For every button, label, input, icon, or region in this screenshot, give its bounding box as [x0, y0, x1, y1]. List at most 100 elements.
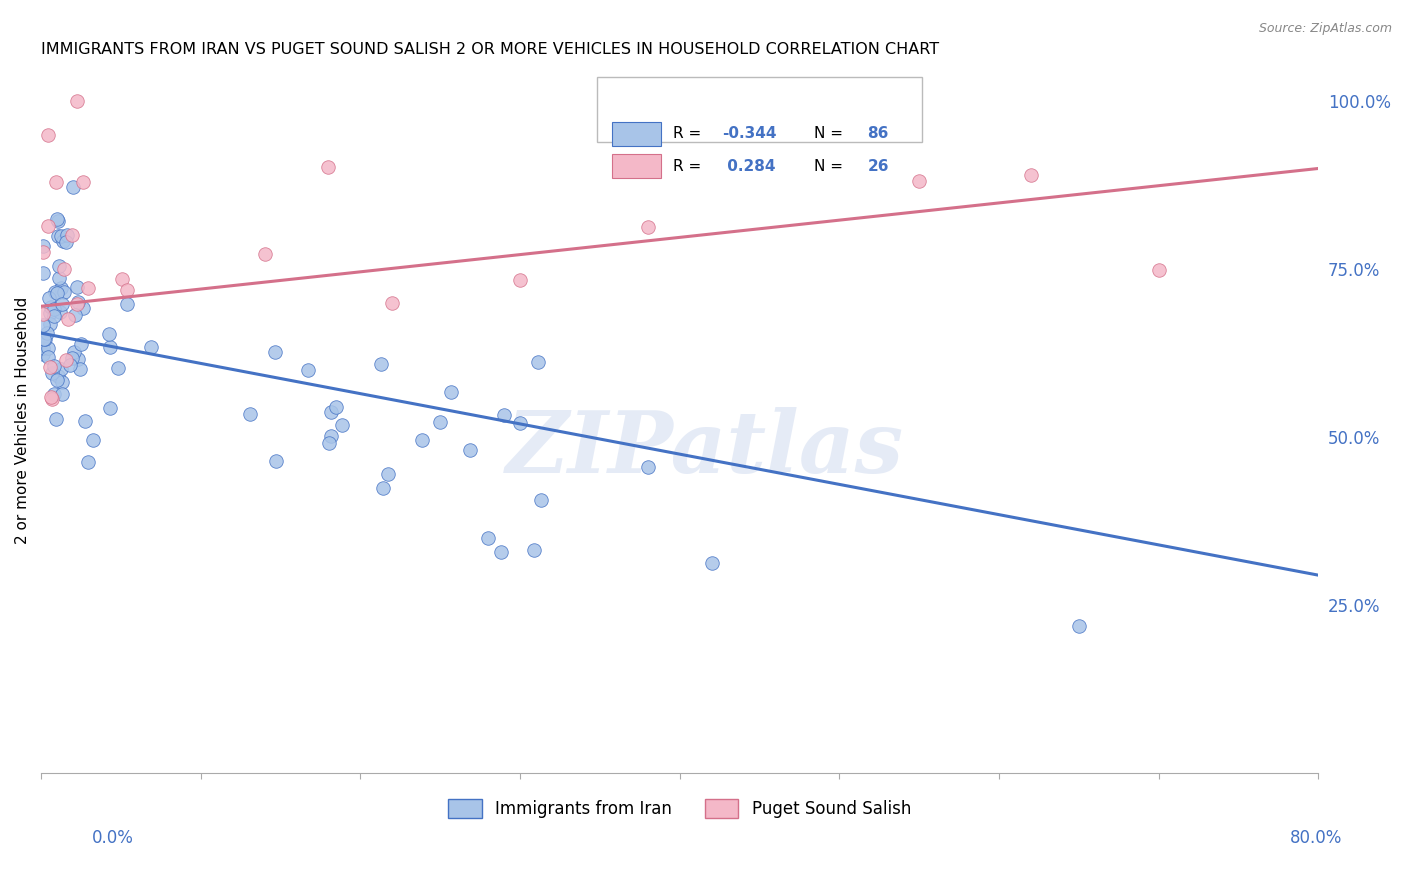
Text: 0.0%: 0.0%	[91, 829, 134, 847]
Text: IMMIGRANTS FROM IRAN VS PUGET SOUND SALISH 2 OR MORE VEHICLES IN HOUSEHOLD CORRE: IMMIGRANTS FROM IRAN VS PUGET SOUND SALI…	[41, 42, 939, 57]
Point	[263, 345, 285, 359]
Point	[458, 443, 481, 458]
Point	[38, 360, 60, 375]
Point	[35, 326, 58, 340]
Point	[48, 259, 70, 273]
Point	[62, 345, 84, 359]
Point	[51, 376, 73, 390]
Point	[908, 174, 931, 188]
Point	[700, 557, 723, 571]
Point	[45, 175, 67, 189]
Point	[55, 352, 77, 367]
Point	[44, 386, 66, 401]
Point	[411, 434, 433, 448]
Point	[44, 302, 66, 317]
Point	[59, 358, 82, 372]
Point	[637, 220, 659, 235]
Point	[41, 392, 63, 406]
Point	[66, 95, 89, 109]
Point	[65, 308, 87, 322]
Point	[31, 307, 53, 321]
Point	[37, 219, 59, 233]
Text: R =: R =	[673, 126, 706, 141]
Point	[31, 244, 53, 259]
Point	[111, 272, 134, 286]
Point	[477, 532, 499, 546]
Point	[39, 300, 62, 314]
Point	[321, 405, 343, 419]
Point	[373, 481, 395, 495]
Point	[60, 227, 83, 242]
Point	[31, 239, 53, 253]
Point	[52, 234, 75, 248]
Point	[41, 391, 63, 405]
Point	[31, 318, 53, 332]
Point	[32, 267, 55, 281]
Point	[509, 416, 531, 430]
Point	[66, 295, 89, 310]
Point	[32, 347, 55, 361]
Point	[429, 415, 451, 429]
Point	[492, 408, 515, 422]
Point	[48, 271, 70, 285]
Point	[45, 286, 67, 301]
Point	[62, 180, 84, 194]
Point	[82, 433, 104, 447]
Point	[39, 318, 62, 332]
FancyBboxPatch shape	[612, 154, 661, 178]
Text: N =: N =	[814, 126, 848, 141]
Point	[72, 301, 94, 316]
FancyBboxPatch shape	[596, 77, 922, 142]
Point	[37, 351, 59, 365]
Point	[321, 429, 343, 443]
Point	[637, 460, 659, 475]
Point	[73, 414, 96, 428]
Text: N =: N =	[814, 159, 848, 174]
Point	[297, 362, 319, 376]
Point	[65, 280, 87, 294]
Point	[52, 285, 75, 299]
Point	[530, 493, 553, 508]
Point	[60, 351, 83, 366]
Point	[37, 128, 59, 142]
Point	[67, 352, 90, 367]
Point	[52, 262, 75, 277]
Text: R =: R =	[673, 159, 706, 174]
Point	[32, 341, 55, 355]
Legend: Immigrants from Iran, Puget Sound Salish: Immigrants from Iran, Puget Sound Salish	[441, 792, 918, 825]
Y-axis label: 2 or more Vehicles in Household: 2 or more Vehicles in Household	[15, 297, 30, 544]
Point	[98, 401, 121, 416]
Point	[66, 297, 89, 311]
Point	[41, 367, 63, 381]
Point	[526, 355, 548, 369]
Point	[48, 214, 70, 228]
Point	[1019, 168, 1042, 182]
Point	[107, 360, 129, 375]
Point	[45, 412, 67, 426]
FancyBboxPatch shape	[612, 121, 661, 145]
Point	[377, 467, 399, 482]
Point	[70, 337, 93, 351]
Text: ZIPatlas: ZIPatlas	[506, 407, 904, 491]
Point	[69, 362, 91, 376]
Point	[72, 175, 94, 189]
Point	[45, 373, 67, 387]
Point	[239, 407, 262, 421]
Point	[39, 305, 62, 319]
Point	[381, 296, 404, 310]
Point	[139, 340, 162, 354]
Point	[325, 401, 347, 415]
Point	[38, 291, 60, 305]
Point	[332, 417, 354, 432]
Text: Source: ZipAtlas.com: Source: ZipAtlas.com	[1258, 22, 1392, 36]
Text: -0.344: -0.344	[721, 126, 776, 141]
Point	[37, 341, 59, 355]
Point	[318, 436, 340, 450]
Point	[49, 280, 72, 294]
Point	[117, 283, 139, 297]
Point	[44, 285, 66, 299]
Point	[56, 228, 79, 243]
Point	[55, 235, 77, 249]
Point	[48, 369, 70, 384]
Point	[51, 387, 73, 401]
